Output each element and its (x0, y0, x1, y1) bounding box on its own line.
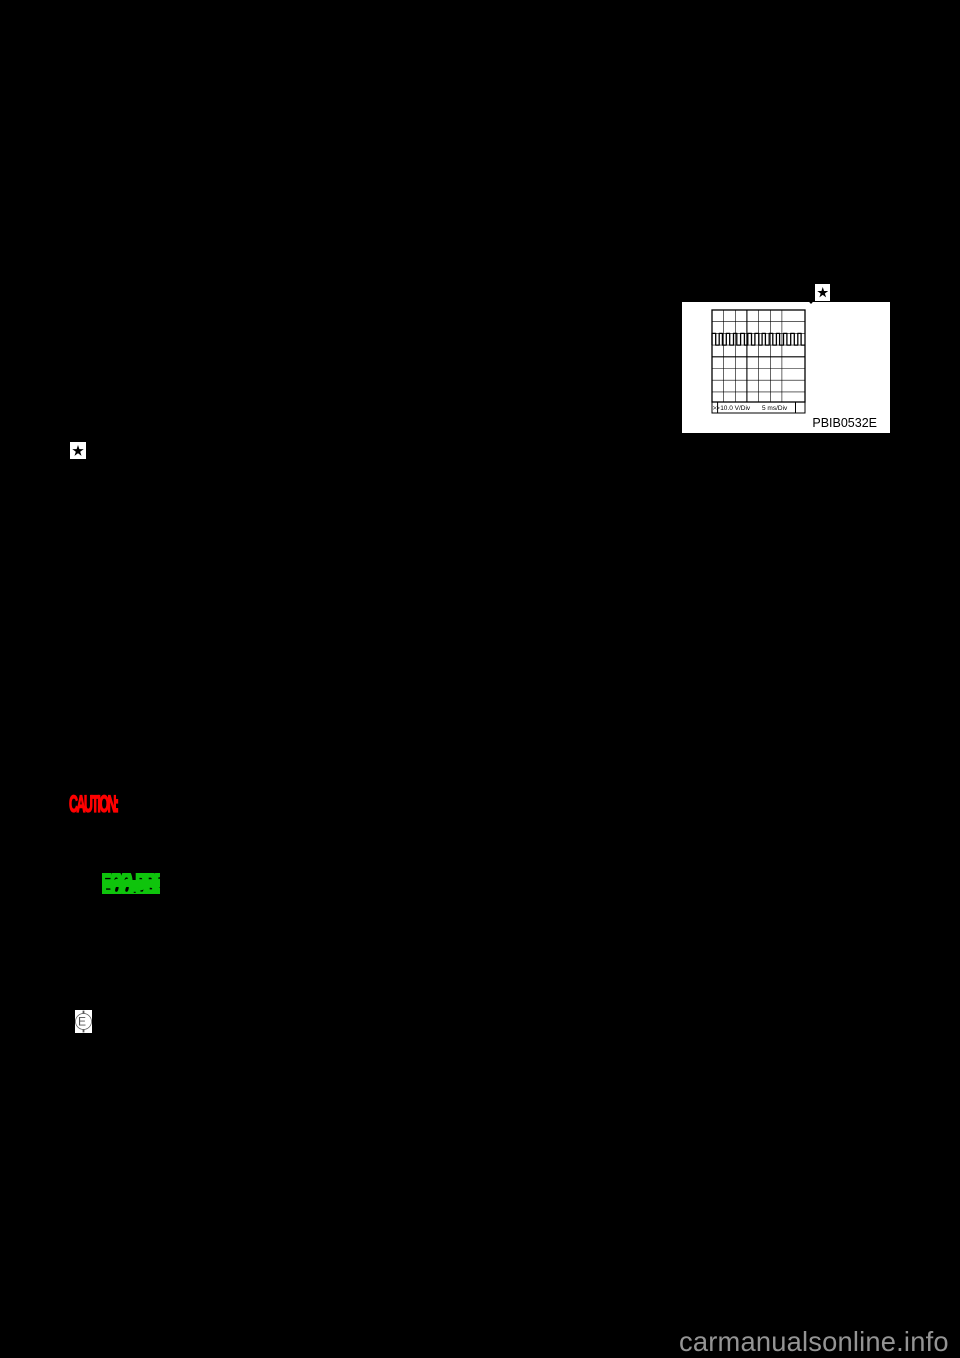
svg-text:E: E (78, 1014, 86, 1028)
svg-text:PBIB0532E: PBIB0532E (812, 416, 877, 430)
svg-text:5 ms/Div: 5 ms/Div (762, 405, 788, 412)
svg-text:>>: >> (713, 406, 721, 412)
svg-text:10.0 V/Div: 10.0 V/Div (720, 405, 751, 412)
